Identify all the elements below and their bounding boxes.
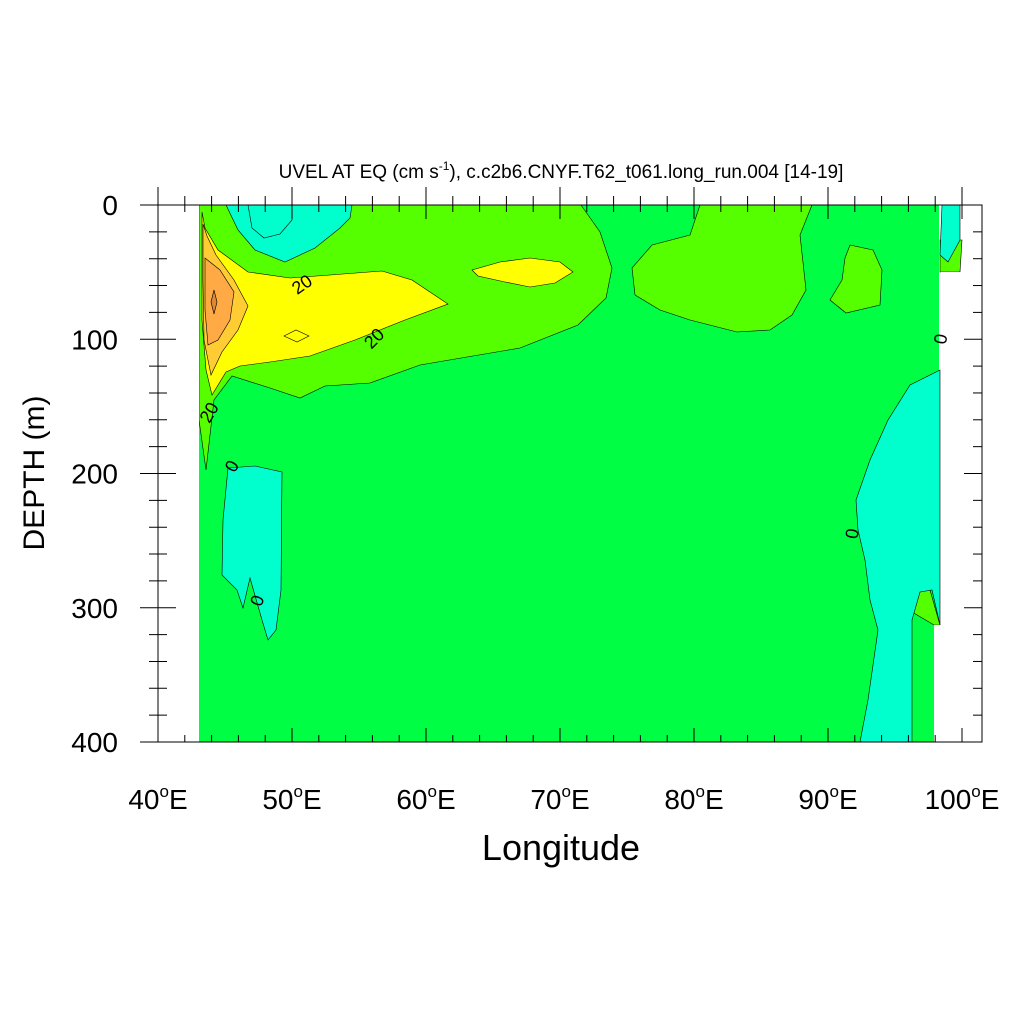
contour-label: 0 (930, 332, 951, 345)
x-tick-label: 60oE (396, 782, 455, 815)
y-axis-title: DEPTH (m) (18, 396, 51, 551)
y-axis: 0 100 200 300 400 (71, 190, 982, 758)
fill-negative-east-deep (855, 369, 941, 743)
y-tick-label: 0 (102, 190, 118, 221)
chart-title: UVEL AT EQ (cm s-1), c.c2b6.CNYF.T62_t06… (279, 159, 844, 183)
x-tick-label: 70oE (530, 782, 589, 815)
x-tick-label: 50oE (262, 782, 321, 815)
y-tick-label: 200 (71, 459, 118, 490)
fill-20-30-lens (283, 329, 310, 343)
x-tick-label: 40oE (128, 782, 187, 815)
x-tick-label: 100oE (925, 782, 1000, 815)
y-tick-label: 400 (71, 727, 118, 758)
fill-20-30-core (201, 211, 449, 396)
x-axis: 40oE 50oE 60oE 70oE 80oE 90oE 100oE (128, 187, 999, 815)
fill-40-50 (204, 257, 235, 346)
land-mask-east (934, 272, 962, 742)
x-tick-label: 80oE (664, 782, 723, 815)
chart-title-main: UVEL AT EQ (cm s (279, 162, 439, 183)
plot-area (158, 204, 963, 743)
fill-50-plus (210, 289, 218, 315)
fill-negative-west-deep (221, 465, 283, 641)
x-axis-title: Longitude (482, 827, 640, 868)
fill-10-20-central (631, 204, 813, 333)
fill-10-20-east (829, 244, 883, 314)
chart-title-suffix: ), c.c2b6.CNYF.T62_t061.long_run.004 [14… (449, 162, 843, 183)
y-tick-label: 100 (71, 324, 118, 355)
x-tick-label: 90oE (798, 782, 857, 815)
y-tick-label: 300 (71, 593, 118, 624)
fill-20-30-blob (471, 257, 574, 288)
chart-title-exponent: -1 (439, 159, 450, 173)
contour-label: 0 (842, 527, 863, 540)
